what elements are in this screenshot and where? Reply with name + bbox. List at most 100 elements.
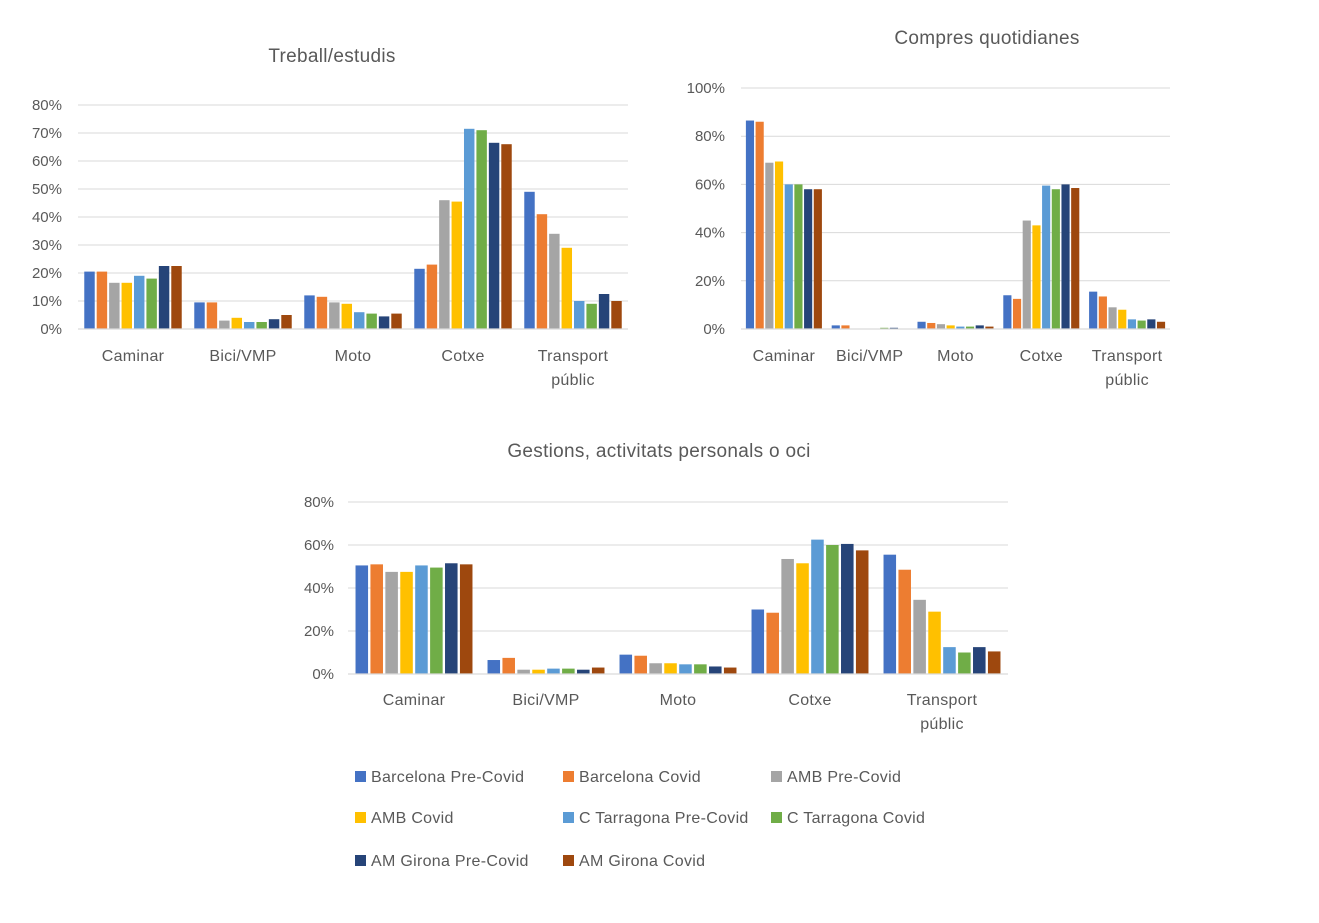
y-tick-label: 50% [32, 181, 62, 198]
legend-label: AM Girona Pre-Covid [371, 853, 529, 870]
bar [883, 554, 897, 674]
legend-label: C Tarragona Covid [787, 810, 925, 827]
bar [880, 327, 889, 329]
bar [414, 268, 425, 329]
y-tick-label: 30% [32, 237, 62, 254]
bar [517, 669, 530, 674]
y-tick-label: 80% [32, 97, 62, 114]
bar [109, 282, 120, 329]
bar [243, 322, 255, 329]
bar [813, 189, 822, 329]
chart-legend: Barcelona Pre-Covid Barcelona Covid AMB Pr… [355, 769, 925, 870]
bar [391, 313, 402, 329]
x-tick-label: Bici/VMP [836, 348, 903, 365]
legend-swatch [355, 771, 366, 782]
bar [547, 668, 560, 674]
y-tick-label: 0% [703, 321, 725, 338]
bar [329, 302, 340, 329]
bar [1127, 319, 1137, 329]
bar [1156, 321, 1166, 329]
y-tick-label: 20% [304, 623, 334, 640]
bar [985, 326, 994, 329]
bar [913, 599, 926, 674]
bar [943, 647, 956, 674]
bar [353, 312, 365, 329]
bar [679, 664, 692, 674]
x-tick-label: Transport [907, 692, 978, 709]
bar [549, 233, 560, 329]
bar [694, 664, 707, 674]
bar [577, 669, 590, 674]
y-tick-label: 20% [32, 265, 62, 282]
y-tick-label: 0% [40, 321, 62, 338]
bar [598, 294, 610, 329]
x-tick-label: públic [1105, 372, 1149, 389]
x-tick-label: Bici/VMP [209, 348, 276, 365]
bar [889, 327, 899, 329]
bar [476, 130, 487, 329]
bar [171, 266, 182, 329]
bar [415, 565, 428, 674]
bar [430, 567, 443, 674]
bar [439, 200, 450, 329]
y-tick-label: 80% [304, 494, 334, 511]
bar [502, 657, 515, 674]
bar [1012, 298, 1022, 329]
bar [1137, 320, 1146, 329]
bar [231, 317, 243, 329]
chart-treball-estudis: Treball/estudis 0% 10% 20% 30% 40% 50% 60% 70% 8… [32, 46, 628, 389]
bar [784, 184, 793, 329]
bar [84, 271, 95, 329]
bar [841, 543, 854, 674]
y-tick-label: 10% [32, 293, 62, 310]
bar [619, 654, 633, 674]
bar [532, 669, 545, 674]
x-tick-label: Transport [538, 348, 609, 365]
bar [304, 295, 315, 329]
x-tick-label: Cotxe [441, 348, 484, 365]
legend-swatch [355, 812, 366, 823]
bar [841, 325, 850, 329]
bar [975, 325, 984, 329]
bar [936, 324, 946, 329]
bar [965, 326, 975, 329]
y-tick-label: 40% [304, 580, 334, 597]
bar [804, 189, 813, 329]
legend-swatch [563, 771, 574, 782]
bar [400, 571, 413, 674]
bar [898, 569, 911, 674]
bar [1147, 319, 1156, 329]
bar [649, 663, 662, 674]
bar [745, 120, 755, 329]
bar [1032, 225, 1041, 329]
chart-title: Gestions, activitats personals o oci [507, 441, 810, 462]
x-tick-label: Transport [1092, 348, 1163, 365]
bar [158, 266, 170, 329]
bar [774, 161, 784, 329]
bar [796, 563, 809, 674]
bar [133, 275, 145, 329]
bar [709, 666, 722, 674]
bar [1042, 185, 1051, 329]
bar [831, 325, 840, 329]
bar [927, 322, 936, 329]
x-tick-label: Moto [335, 348, 372, 365]
bar [366, 313, 377, 329]
chart-title: Treball/estudis [268, 46, 395, 67]
y-tick-label: 40% [32, 209, 62, 226]
bar [855, 550, 869, 674]
x-tick-label: públic [551, 372, 595, 389]
x-tick-label: públic [920, 716, 964, 733]
x-tick-label: Cotxe [788, 692, 831, 709]
legend-label: Barcelona Covid [579, 769, 701, 786]
legend-swatch [771, 812, 782, 823]
bar [723, 667, 737, 674]
bar [1022, 220, 1031, 329]
chart-compres-quotidianes: Compres quotidianes 0% 20% 40% 60% 80% 100% Ca… [687, 28, 1170, 389]
bar [664, 663, 677, 674]
bar [958, 652, 971, 674]
bar [1118, 309, 1127, 329]
chart-gestions-oci: Gestions, activitats personals o oci 0% 2… [304, 441, 1008, 733]
bar [1089, 291, 1098, 329]
